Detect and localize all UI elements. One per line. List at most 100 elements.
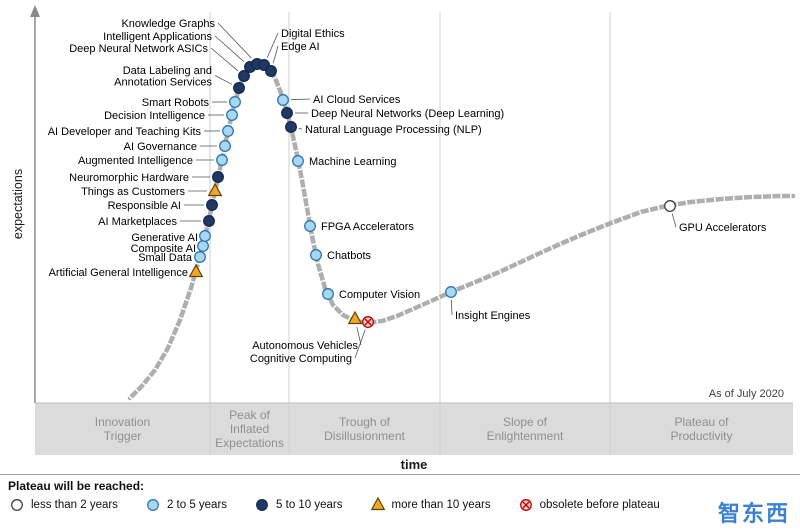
label-augmented-intelligence: Augmented Intelligence [78,155,193,167]
marker-chatbots [310,249,322,261]
marker-generative-ai [199,230,211,242]
label-composite-ai: Composite AI [131,243,196,255]
obsolete-marker-icon [519,499,532,511]
y2to5-legend-marker [146,499,159,511]
y2to5-marker-icon [146,499,159,511]
leader-knowledge-graphs [217,22,252,59]
phase-band: Innovation Trigger Peak of Inflated Expe… [35,403,793,455]
gt10-legend-marker [370,497,385,511]
label-ai-marketplaces: AI Marketplaces [98,216,177,228]
y5to10-legend-marker [256,499,268,511]
obsolete-cross-icon [364,318,372,326]
marker-composite-ai [197,240,209,252]
label-digital-ethics: Digital Ethics [281,28,345,40]
legend-separator [0,474,800,475]
leader-edge-ai [272,45,279,64]
legend-item-2-to-5-years: 2 to 5 years [144,497,227,513]
marker-autonomous-vehicles [347,310,363,325]
marker-edge-ai [265,65,277,77]
gt10-marker-icon [370,497,385,511]
marker-insight-engines [445,286,457,298]
obsolete-cross-icon [522,501,530,509]
phase-trough: Trough of Disillusionment [324,414,405,443]
obsolete-cross-icon [364,318,372,326]
leader-ai-cloud-services [290,98,311,101]
marker-ai-governance [219,140,231,152]
label-gpu-accelerators: GPU Accelerators [679,222,767,234]
marker-machine-learning [292,155,304,167]
label-edge-ai: Edge AI [281,41,320,53]
marker-natural-language-processing-nlp [285,121,297,133]
label-natural-language-processing-nlp: Natural Language Processing (NLP) [305,124,482,136]
marker-ai-developer-and-teaching-kits [222,125,234,137]
marker-smart-robots [229,96,241,108]
marker-artificial-general-intelligence [188,263,204,278]
leader-intelligent-applications [214,35,245,62]
legend-title: Plateau will be reached: [8,479,145,493]
as-of-date: As of July 2020 [708,388,784,400]
label-neuromorphic-hardware: Neuromorphic Hardware [69,172,189,184]
marker-decision-intelligence [226,109,238,121]
marker-data-labeling-and-annotation-services [233,82,245,94]
leader-natural-language-processing-nlp [298,128,303,130]
y5to10-marker-icon [256,499,268,511]
label-deep-neural-networks-deep-learning: Deep Neural Networks (Deep Learning) [311,108,504,120]
y-axis-arrow-icon [30,5,40,17]
label-ai-governance: AI Governance [124,141,197,153]
legend-item-obsolete-before-plateau: obsolete before plateau [517,497,660,513]
marker-ai-marketplaces [203,215,215,227]
marker-cognitive-computing [362,316,374,328]
label-data-labeling-and-annotation-services: Data Labeling and Annotation Services [114,65,212,89]
phase-plateau: Plateau of Productivity [670,414,733,443]
label-cognitive-computing: Cognitive Computing [250,353,352,365]
label-fpga-accelerators: FPGA Accelerators [321,221,414,233]
leader-cognitive-computing [354,329,366,359]
legend-item-5-to-10-years: 5 to 10 years [253,497,343,513]
legend-item-label: 5 to 10 years [276,499,343,511]
legend-item-label: obsolete before plateau [539,499,660,511]
label-generative-ai: Generative AI [131,232,198,244]
phase-innovation-trigger: Innovation Trigger [94,414,151,443]
y-axis-label: expectations [11,168,25,240]
marker-deep-neural-networks-deep-learning [281,107,293,119]
marker-neuromorphic-hardware [212,171,224,183]
phase-peak: Peak of Inflated Expectations [215,407,284,451]
label-ai-cloud-services: AI Cloud Services [313,94,401,106]
marker-gpu-accelerators [664,200,676,212]
legend-item-less-than-2-years: less than 2 years [8,497,118,513]
label-smart-robots: Smart Robots [142,97,210,109]
leader-data-labeling-and-annotation-services [214,75,233,85]
leader-gpu-accelerators [671,213,677,228]
label-knowledge-graphs: Knowledge Graphs [121,18,215,30]
label-small-data: Small Data [138,252,193,264]
x-axis-label: time [400,457,428,472]
leader-deep-neural-network-asics [210,47,239,72]
legend-item-label: 2 to 5 years [166,499,228,511]
legend-item-label: more than 10 years [391,499,491,511]
label-autonomous-vehicles: Autonomous Vehicles [252,340,358,352]
marker-knowledge-graphs [251,58,263,70]
marker-deep-neural-network-asics [238,70,250,82]
phase-slope: Slope of Enlightenment [486,414,564,443]
label-intelligent-applications: Intelligent Applications [103,31,212,43]
legend-item-more-than-10-years: more than 10 years [369,497,491,513]
marker-fpga-accelerators [304,220,316,232]
marker-things-as-customers [207,182,223,197]
label-computer-vision: Computer Vision [339,289,420,301]
marker-ai-cloud-services [277,94,289,106]
lt2-legend-marker [11,499,23,511]
label-deep-neural-network-asics: Deep Neural Network ASICs [69,43,208,55]
leader-autonomous-vehicles [356,326,362,346]
hype-curve [127,60,796,401]
label-chatbots: Chatbots [327,250,372,262]
label-insight-engines: Insight Engines [455,310,531,322]
marker-intelligent-applications [244,61,256,73]
label-decision-intelligence: Decision Intelligence [104,110,205,122]
watermark-zhidongxi: 智东西 [717,501,790,526]
label-ai-developer-and-teaching-kits: AI Developer and Teaching Kits [48,126,202,138]
marker-augmented-intelligence [216,154,228,166]
legend-items: less than 2 years 2 to 5 years 5 to 10 yea… [8,497,660,513]
leader-digital-ethics [266,32,279,58]
label-responsible-ai: Responsible AI [108,200,181,212]
